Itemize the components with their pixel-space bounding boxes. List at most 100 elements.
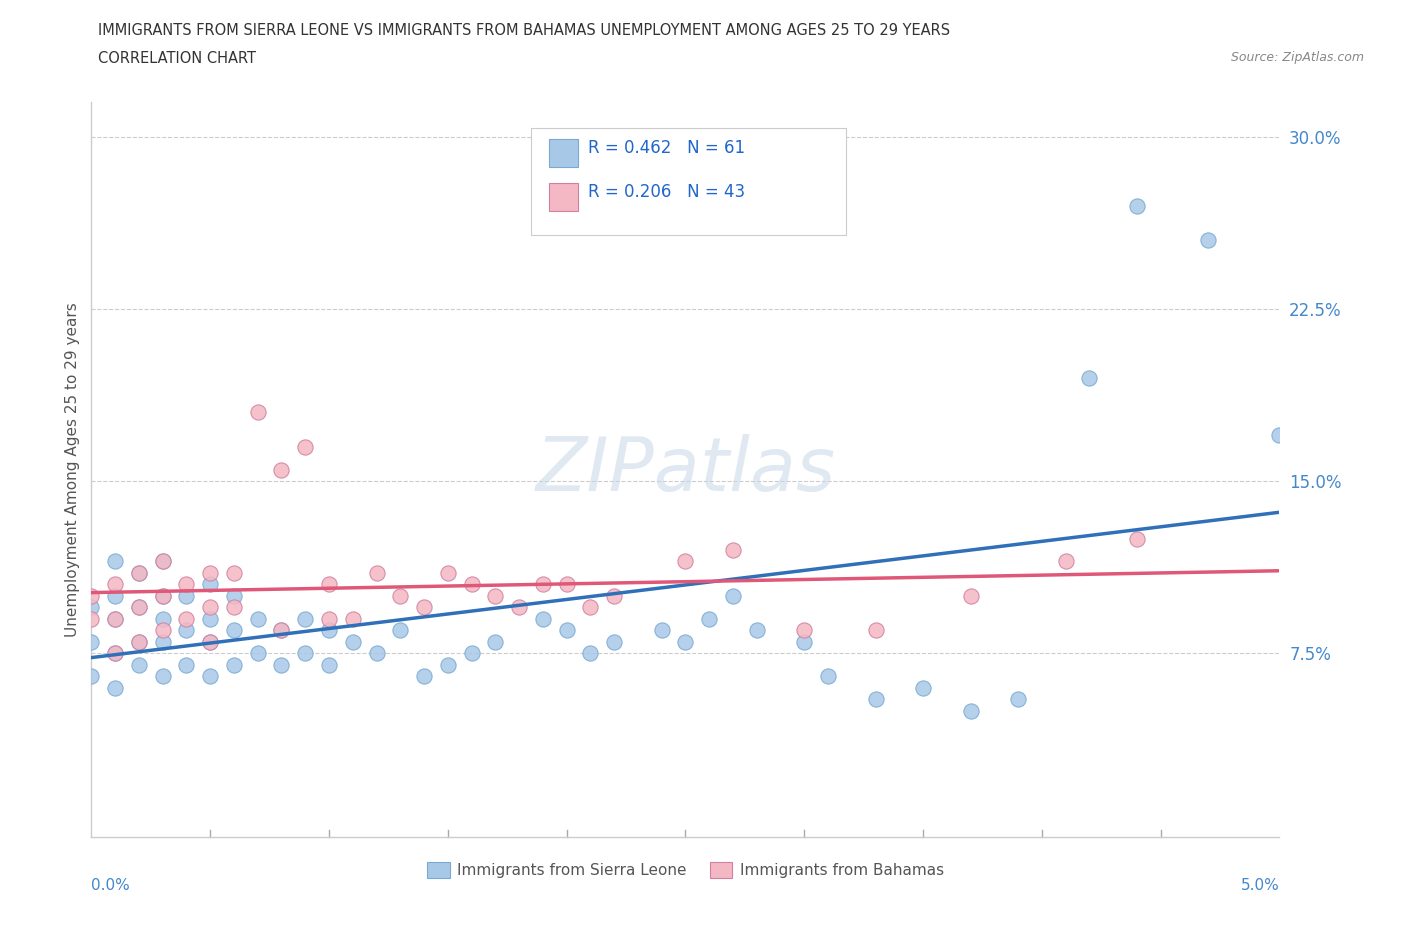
Point: [246, 611, 269, 626]
Point: [1078, 370, 1101, 385]
Point: [270, 623, 292, 638]
Point: [697, 611, 720, 626]
Point: [460, 646, 482, 661]
Y-axis label: Unemployment Among Ages 25 to 29 years: Unemployment Among Ages 25 to 29 years: [65, 302, 80, 637]
Point: [745, 623, 768, 638]
Point: [342, 611, 364, 626]
Point: [436, 658, 458, 672]
Point: [1007, 692, 1029, 707]
Point: [176, 611, 198, 626]
Point: [128, 658, 150, 672]
Point: [817, 669, 839, 684]
Point: [152, 611, 174, 626]
Point: [579, 646, 602, 661]
Point: [104, 554, 127, 569]
Point: [484, 589, 506, 604]
Point: [128, 634, 150, 649]
Point: [200, 611, 222, 626]
Point: [460, 577, 482, 591]
Point: [176, 623, 198, 638]
Point: [865, 623, 887, 638]
Text: IMMIGRANTS FROM SIERRA LEONE VS IMMIGRANTS FROM BAHAMAS UNEMPLOYMENT AMONG AGES : IMMIGRANTS FROM SIERRA LEONE VS IMMIGRAN…: [98, 23, 950, 38]
Point: [673, 554, 696, 569]
Point: [865, 692, 887, 707]
Point: [270, 462, 292, 477]
Point: [651, 623, 673, 638]
Point: [436, 565, 458, 580]
Point: [200, 669, 222, 684]
Point: [176, 589, 198, 604]
Point: [222, 658, 245, 672]
Point: [793, 634, 815, 649]
Point: [294, 611, 316, 626]
Point: [508, 600, 530, 615]
Point: [152, 623, 174, 638]
Point: [152, 589, 174, 604]
Point: [389, 623, 412, 638]
Point: [104, 646, 127, 661]
Point: [1268, 428, 1291, 443]
Point: [200, 600, 222, 615]
Text: 0.0%: 0.0%: [91, 878, 131, 894]
Point: [80, 611, 103, 626]
Point: [200, 634, 222, 649]
Point: [222, 600, 245, 615]
Text: R = 0.206   N = 43: R = 0.206 N = 43: [588, 183, 745, 201]
Point: [579, 600, 602, 615]
Point: [246, 646, 269, 661]
Point: [959, 703, 981, 718]
Point: [104, 681, 127, 696]
Point: [176, 658, 198, 672]
Point: [603, 634, 626, 649]
Bar: [548, 139, 578, 167]
Point: [104, 577, 127, 591]
FancyBboxPatch shape: [531, 128, 846, 234]
Text: R = 0.462   N = 61: R = 0.462 N = 61: [588, 139, 745, 157]
Point: [531, 611, 554, 626]
Point: [104, 589, 127, 604]
Text: 5.0%: 5.0%: [1240, 878, 1279, 894]
Text: ZIPatlas: ZIPatlas: [536, 433, 835, 506]
Point: [104, 646, 127, 661]
Point: [104, 611, 127, 626]
Point: [270, 623, 292, 638]
Point: [152, 589, 174, 604]
Point: [366, 646, 388, 661]
Point: [128, 600, 150, 615]
Point: [128, 634, 150, 649]
Point: [222, 589, 245, 604]
Point: [1126, 198, 1149, 213]
Point: [721, 589, 744, 604]
Point: [1126, 531, 1149, 546]
Point: [1054, 554, 1077, 569]
Point: [222, 565, 245, 580]
Point: [318, 577, 340, 591]
Point: [366, 565, 388, 580]
Point: [1197, 232, 1219, 247]
Point: [603, 589, 626, 604]
Point: [318, 658, 340, 672]
Point: [152, 634, 174, 649]
Text: Source: ZipAtlas.com: Source: ZipAtlas.com: [1230, 51, 1364, 64]
Point: [793, 623, 815, 638]
Point: [246, 405, 269, 419]
Point: [413, 669, 436, 684]
Point: [176, 577, 198, 591]
Point: [128, 565, 150, 580]
Point: [104, 611, 127, 626]
Point: [80, 589, 103, 604]
Point: [200, 565, 222, 580]
Point: [911, 681, 934, 696]
Point: [200, 634, 222, 649]
Point: [80, 600, 103, 615]
Text: CORRELATION CHART: CORRELATION CHART: [98, 51, 256, 66]
Point: [555, 623, 578, 638]
Point: [80, 634, 103, 649]
Point: [484, 634, 506, 649]
Point: [721, 542, 744, 557]
Point: [318, 623, 340, 638]
Point: [200, 577, 222, 591]
Point: [959, 589, 981, 604]
Point: [270, 658, 292, 672]
Point: [294, 439, 316, 454]
